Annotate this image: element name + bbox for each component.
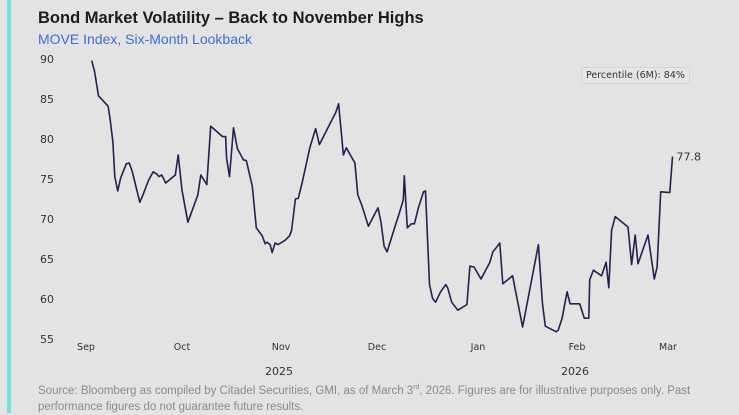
x-tick-label: Dec bbox=[368, 342, 386, 353]
chart-subtitle: MOVE Index, Six-Month Lookback bbox=[38, 31, 252, 47]
y-tick-label: 75 bbox=[40, 173, 54, 186]
chart-title: Bond Market Volatility – Back to Novembe… bbox=[38, 9, 424, 27]
source-sup: rd bbox=[413, 384, 420, 391]
series-line-move-index bbox=[91, 60, 674, 333]
y-tick-label: 90 bbox=[40, 53, 54, 66]
x-tick-label: Nov bbox=[272, 342, 291, 353]
y-tick-label: 55 bbox=[40, 333, 54, 346]
year-label: 2026 bbox=[561, 365, 589, 378]
x-tick-label: Feb bbox=[569, 342, 586, 353]
x-tick-label: Mar bbox=[659, 342, 677, 353]
y-tick-label: 65 bbox=[40, 253, 54, 266]
accent-bar bbox=[7, 0, 11, 413]
x-tick-label: Oct bbox=[174, 342, 191, 353]
source-note: Source: Bloomberg as compiled by Citadel… bbox=[38, 380, 728, 415]
year-labels: 2025 2026 bbox=[265, 365, 589, 378]
source-text-rest: , 2026. Figures are for illustrative pur… bbox=[38, 384, 691, 413]
source-text: Source: Bloomberg as compiled by Citadel… bbox=[38, 384, 414, 397]
x-axis: Sep Oct Nov Dec Jan Feb Mar bbox=[77, 342, 677, 353]
end-value-label: 77.8 bbox=[677, 151, 702, 164]
percentile-annotation: Percentile (6M): 84% bbox=[581, 67, 690, 84]
y-tick-label: 70 bbox=[40, 213, 54, 226]
x-tick-label: Sep bbox=[77, 342, 95, 353]
y-tick-label: 60 bbox=[40, 293, 54, 306]
y-tick-label: 80 bbox=[40, 133, 54, 146]
year-label: 2025 bbox=[265, 365, 293, 378]
x-tick-label: Jan bbox=[470, 342, 486, 353]
y-axis: 55 60 65 70 75 80 85 90 bbox=[40, 53, 54, 346]
y-tick-label: 85 bbox=[40, 93, 54, 106]
